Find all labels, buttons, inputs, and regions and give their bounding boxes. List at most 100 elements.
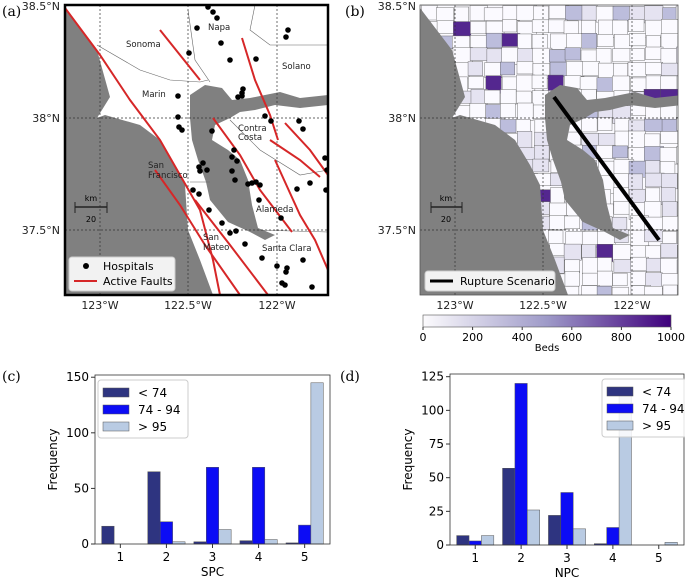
region-label: San <box>148 161 164 171</box>
y-tick-label: 25 <box>429 504 444 518</box>
census-tract <box>484 62 503 78</box>
census-tract <box>566 61 585 77</box>
legend-b: Rupture Scenario <box>424 270 556 292</box>
hospital-marker <box>229 154 235 160</box>
hospital-marker <box>209 128 215 134</box>
colorbar-tick: 0 <box>420 331 427 344</box>
census-tract <box>676 202 678 217</box>
census-tract <box>467 61 483 76</box>
hospital-marker <box>235 94 241 100</box>
x-axis-label: SPC <box>201 565 224 579</box>
census-tract <box>628 130 646 148</box>
census-tract <box>500 61 515 76</box>
hospital-marker <box>259 255 265 261</box>
bar <box>664 542 678 546</box>
map-a-axes: 38.5°N 38°N 37.5°N 123°W 122.5°W 122°W <box>22 0 296 312</box>
y-tick-label: 150 <box>66 370 89 384</box>
x-tick-label: 3 <box>563 551 571 565</box>
gridlines <box>420 5 678 295</box>
y-tick-label: 125 <box>421 370 444 384</box>
region-label: Santa Clara <box>262 244 311 254</box>
census-tract <box>629 48 645 61</box>
x-tick-label: 5 <box>301 550 309 564</box>
census-tract <box>452 47 473 64</box>
census-tract <box>628 173 643 190</box>
bar <box>101 525 115 545</box>
hospital-marker <box>242 241 248 247</box>
census-tract <box>550 187 566 205</box>
hospital-marker <box>245 181 251 187</box>
legend-swatch <box>102 387 130 398</box>
census-tract <box>564 47 581 61</box>
colorbar-tick: 600 <box>561 331 582 344</box>
census-tract <box>581 244 597 260</box>
census-tract <box>501 47 519 65</box>
census-tract <box>644 286 663 295</box>
census-tract <box>661 118 678 134</box>
colorbar-tick: 400 <box>512 331 533 344</box>
hospital-marker <box>307 180 313 186</box>
census-tract <box>564 215 581 229</box>
census-tract <box>484 89 501 104</box>
legend: < 74 74 - 94 > 95 <box>601 378 685 438</box>
hospital-marker <box>200 160 206 166</box>
census-tract <box>470 21 487 35</box>
hospital-marker <box>231 147 237 153</box>
bar <box>310 382 324 545</box>
x-tick-label: 3 <box>209 550 217 564</box>
region-label: Marin <box>142 90 166 100</box>
hospital-marker <box>274 263 280 269</box>
census-tract <box>627 62 647 77</box>
legend-label: 74 - 94 <box>138 403 181 417</box>
census-tract <box>660 243 678 258</box>
census-tract <box>613 259 634 273</box>
census-tract <box>485 32 503 49</box>
hospital-marker <box>268 118 274 124</box>
census-tract <box>679 21 685 39</box>
y-tick-label: 75 <box>429 437 444 451</box>
hospital-marker <box>229 168 235 174</box>
census-tract <box>469 103 486 119</box>
census-tract <box>677 245 678 264</box>
legend-label: > 95 <box>642 419 671 433</box>
hospital-marker <box>283 269 289 275</box>
census-tract <box>613 201 631 215</box>
census-tract <box>597 34 614 47</box>
hospital-marker <box>300 126 306 132</box>
census-tract <box>531 74 548 90</box>
x-tick-label: 2 <box>163 550 171 564</box>
y-tick-label: 50 <box>74 481 89 495</box>
census-tract <box>659 161 676 175</box>
census-tract <box>676 46 678 66</box>
census-tract <box>563 243 582 261</box>
svg-text:122°W: 122°W <box>613 299 650 312</box>
census-tract <box>516 90 532 104</box>
census-tract <box>678 273 685 290</box>
region-label: Solano <box>282 62 311 72</box>
x-tick-label: 4 <box>609 551 617 565</box>
census-tract <box>630 256 649 272</box>
svg-text:20: 20 <box>86 215 96 224</box>
census-tract <box>661 62 678 76</box>
census-tract <box>630 271 647 286</box>
svg-text:123°W: 123°W <box>436 299 473 312</box>
hospital-marker <box>206 207 212 213</box>
census-tract <box>676 285 678 295</box>
census-tract <box>612 48 631 63</box>
census-tract <box>486 48 504 64</box>
svg-text:38.5°N: 38.5°N <box>378 0 416 13</box>
census-tract <box>531 19 550 33</box>
bar <box>502 468 516 546</box>
y-tick-label: 0 <box>436 538 444 552</box>
census-tract <box>676 75 678 95</box>
census-tract <box>549 61 569 78</box>
colorbar-label: Beds <box>535 343 560 354</box>
hospital-marker <box>227 57 233 63</box>
svg-text:km: km <box>440 194 453 203</box>
census-tract <box>662 201 678 218</box>
svg-text:122.5°W: 122.5°W <box>519 299 567 312</box>
x-tick-label: 5 <box>655 551 663 565</box>
panel-label: (c) <box>2 369 21 385</box>
bar <box>147 471 161 545</box>
hospital-marker <box>285 27 291 33</box>
